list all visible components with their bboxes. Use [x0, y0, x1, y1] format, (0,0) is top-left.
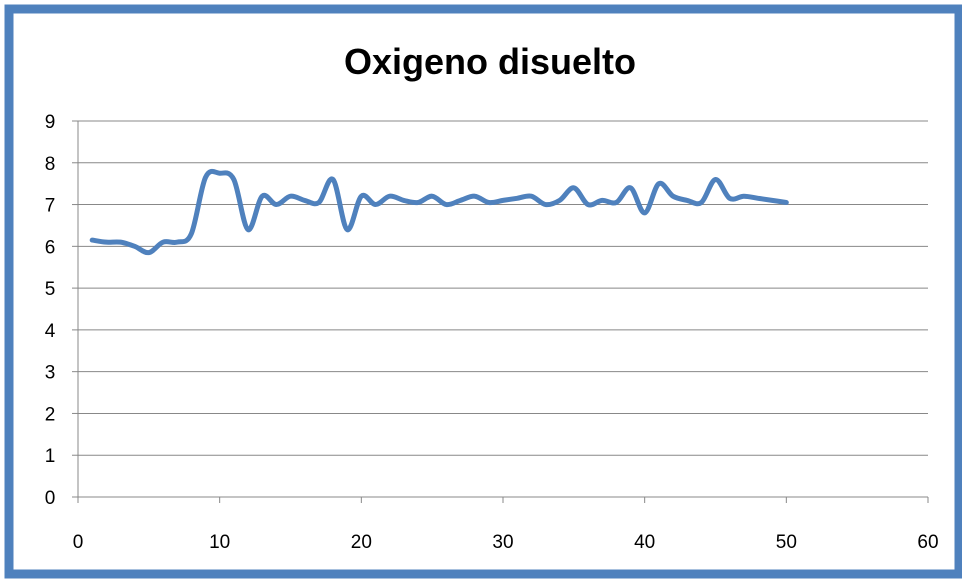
data-point [345, 227, 350, 232]
data-point [373, 202, 378, 207]
data-point [302, 198, 307, 203]
axes: 0 1 2 3 4 5 6 7 8 9 0 10 20 30 40 50 60 [45, 112, 939, 553]
x-tick-label: 60 [917, 532, 938, 553]
data-point [316, 200, 321, 205]
x-tick-label: 10 [209, 532, 230, 553]
y-tick-label: 2 [45, 404, 56, 425]
x-tick-label: 20 [351, 532, 372, 553]
y-tick-label: 6 [45, 237, 56, 258]
data-point [430, 194, 435, 199]
data-point [571, 185, 576, 190]
data-point [231, 177, 236, 182]
y-tick-label: 8 [45, 154, 56, 175]
data-point [472, 194, 477, 199]
x-tick-label: 0 [73, 532, 84, 553]
grid [78, 120, 928, 456]
data-point [444, 202, 449, 207]
data-point [387, 194, 392, 199]
x-tick-label: 30 [492, 532, 513, 553]
data-point [699, 200, 704, 205]
data-point [401, 198, 406, 203]
data-point [770, 198, 775, 203]
y-tick-label: 5 [45, 279, 56, 300]
data-point [671, 194, 676, 199]
data-point [458, 198, 463, 203]
series-line [89, 168, 789, 256]
data-point [161, 240, 166, 245]
data-point [501, 198, 506, 203]
data-point [90, 238, 95, 243]
data-point [628, 185, 633, 190]
y-tick-label: 1 [45, 446, 56, 467]
data-point [359, 194, 364, 199]
data-point [146, 250, 151, 255]
x-tick-label: 40 [634, 532, 655, 553]
data-point [529, 194, 534, 199]
data-point [132, 244, 137, 249]
data-point [713, 177, 718, 182]
data-point [515, 196, 520, 201]
series-layer [89, 168, 789, 256]
data-point [557, 198, 562, 203]
data-point [486, 200, 491, 205]
y-tick-label: 4 [45, 321, 56, 342]
data-point [586, 202, 591, 207]
y-tick-label: 7 [45, 196, 56, 217]
y-tick-label: 3 [45, 363, 56, 384]
data-point [104, 240, 109, 245]
data-point [614, 200, 619, 205]
data-point [331, 177, 336, 182]
data-point [274, 202, 279, 207]
data-point [784, 200, 789, 205]
data-point [656, 181, 661, 186]
y-tick-label: 0 [45, 488, 56, 509]
data-point [741, 194, 746, 199]
data-point [246, 227, 251, 232]
data-point [600, 198, 605, 203]
data-point [175, 240, 180, 245]
data-point [756, 196, 761, 201]
data-point [203, 175, 208, 180]
data-point [727, 196, 732, 201]
data-point [416, 200, 421, 205]
data-point [543, 202, 548, 207]
data-point [118, 240, 123, 245]
data-point [642, 210, 647, 215]
data-point [288, 194, 293, 199]
data-point [189, 231, 194, 236]
chart-title: Oxigeno disuelto [344, 41, 636, 82]
data-point [260, 194, 265, 199]
data-point [217, 171, 222, 176]
y-tick-label: 9 [45, 112, 56, 133]
data-point [685, 198, 690, 203]
chart-border [4, 4, 962, 579]
x-tick-label: 50 [776, 532, 797, 553]
